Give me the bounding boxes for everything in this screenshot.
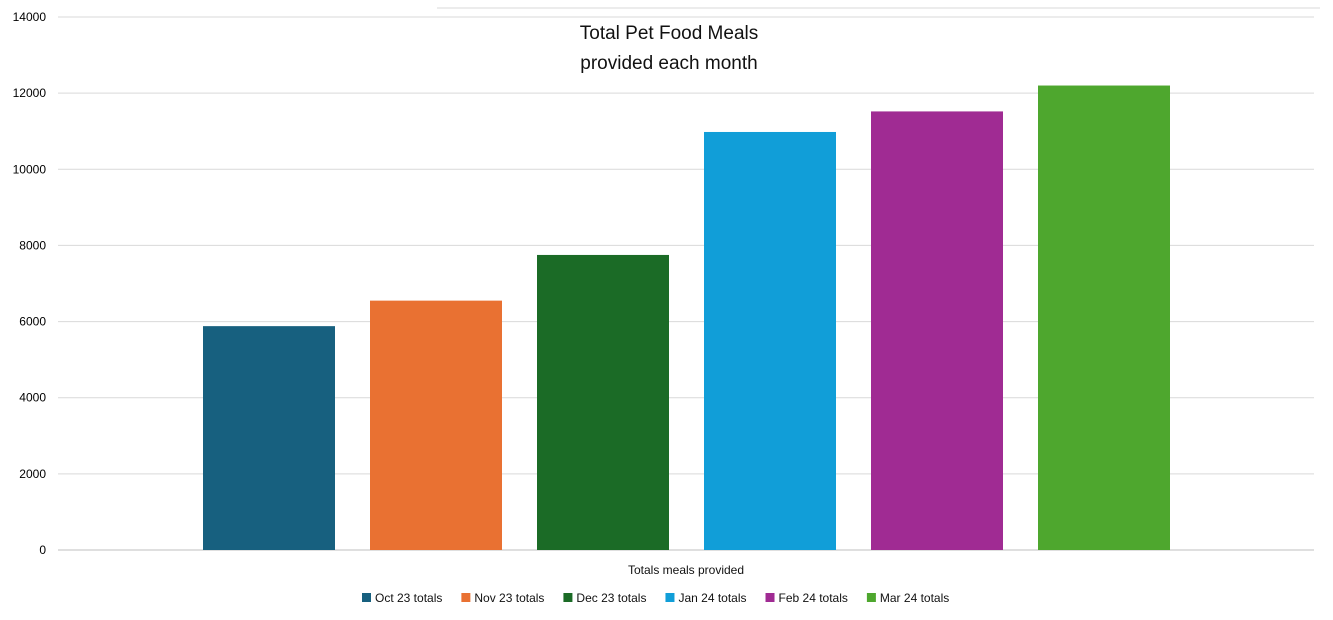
y-tick-label: 14000 <box>13 10 47 24</box>
y-tick-label: 10000 <box>13 162 47 176</box>
legend-swatch <box>461 593 471 602</box>
bar-nov-23-totals[interactable] <box>370 300 502 550</box>
legend-item-oct-23-totals[interactable]: Oct 23 totals <box>362 591 442 605</box>
legend-label: Dec 23 totals <box>576 591 646 605</box>
legend-swatch <box>563 593 573 602</box>
legend[interactable]: Oct 23 totals Nov 23 totals Dec 23 totals J… <box>362 591 949 605</box>
bar-feb-24-totals[interactable] <box>871 111 1003 550</box>
legend-item-nov-23-totals[interactable]: Nov 23 totals <box>461 591 544 605</box>
y-tick-label: 0 <box>39 543 46 557</box>
legend-swatch <box>362 593 371 602</box>
legend-swatch <box>866 593 876 602</box>
legend-item-feb-24-totals[interactable]: Feb 24 totals <box>765 591 848 605</box>
legend-label: Mar 24 totals <box>880 591 949 605</box>
chart-title-line-1: Total Pet Food Meals <box>580 23 758 44</box>
legend-label: Jan 24 totals <box>678 591 746 605</box>
bar-oct-23-totals[interactable] <box>203 326 335 550</box>
bar-mar-24-totals[interactable] <box>1038 85 1170 551</box>
bar-jan-24-totals[interactable] <box>704 131 836 550</box>
legend-item-mar-24-totals[interactable]: Mar 24 totals <box>866 591 949 605</box>
y-tick-label: 6000 <box>19 315 46 329</box>
bars <box>203 85 1170 551</box>
legend-label: Oct 23 totals <box>375 591 442 605</box>
y-tick-label: 4000 <box>19 391 46 405</box>
x-axis-label: Totals meals provided <box>628 563 744 577</box>
chart-title-line-2: provided each month <box>580 53 757 74</box>
y-tick-label: 8000 <box>19 238 46 252</box>
legend-swatch <box>765 593 775 602</box>
legend-label: Feb 24 totals <box>779 591 848 605</box>
y-tick-label: 2000 <box>19 467 46 481</box>
legend-item-dec-23-totals[interactable]: Dec 23 totals <box>563 591 646 605</box>
y-axis-ticks: 0 2000 4000 6000 8000 10000 12000 14000 <box>13 10 47 557</box>
y-tick-label: 12000 <box>13 86 47 100</box>
legend-item-jan-24-totals[interactable]: Jan 24 totals <box>665 591 747 605</box>
legend-swatch <box>665 593 675 602</box>
legend-label: Nov 23 totals <box>474 591 544 605</box>
bar-dec-23-totals[interactable] <box>537 254 669 551</box>
